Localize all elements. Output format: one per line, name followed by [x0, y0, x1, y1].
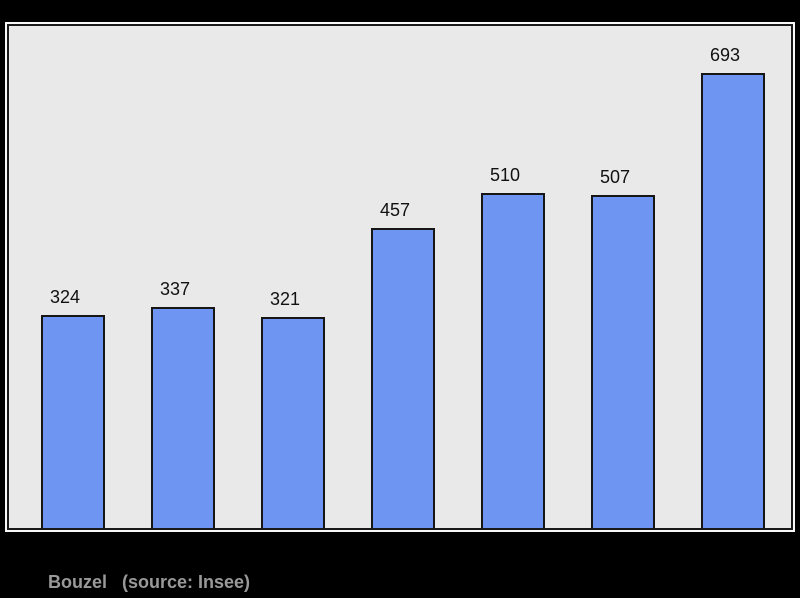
caption-commune-name: Bouzel — [48, 572, 108, 592]
bar — [481, 193, 545, 528]
caption-source: (source: Insee) — [122, 572, 251, 592]
bar — [591, 195, 655, 528]
bar — [261, 317, 325, 528]
bar-value-label: 507 — [599, 167, 631, 187]
bar — [151, 307, 215, 528]
bar — [701, 73, 765, 528]
bar-value-label: 321 — [269, 289, 301, 309]
bars-container: 324 337 321 457 510 507 693 — [9, 26, 791, 528]
bar-value-label: 337 — [159, 279, 191, 299]
plot-area: 324 337 321 457 510 507 693 — [5, 22, 795, 532]
bar-value-label: 510 — [489, 165, 521, 185]
bar-value-label: 324 — [49, 287, 81, 307]
bar-value-label: 693 — [709, 45, 741, 65]
bar — [41, 315, 105, 528]
bar — [371, 228, 435, 528]
bar-value-label: 457 — [379, 200, 411, 220]
caption: Bouzel (source: Insee) — [48, 572, 250, 593]
